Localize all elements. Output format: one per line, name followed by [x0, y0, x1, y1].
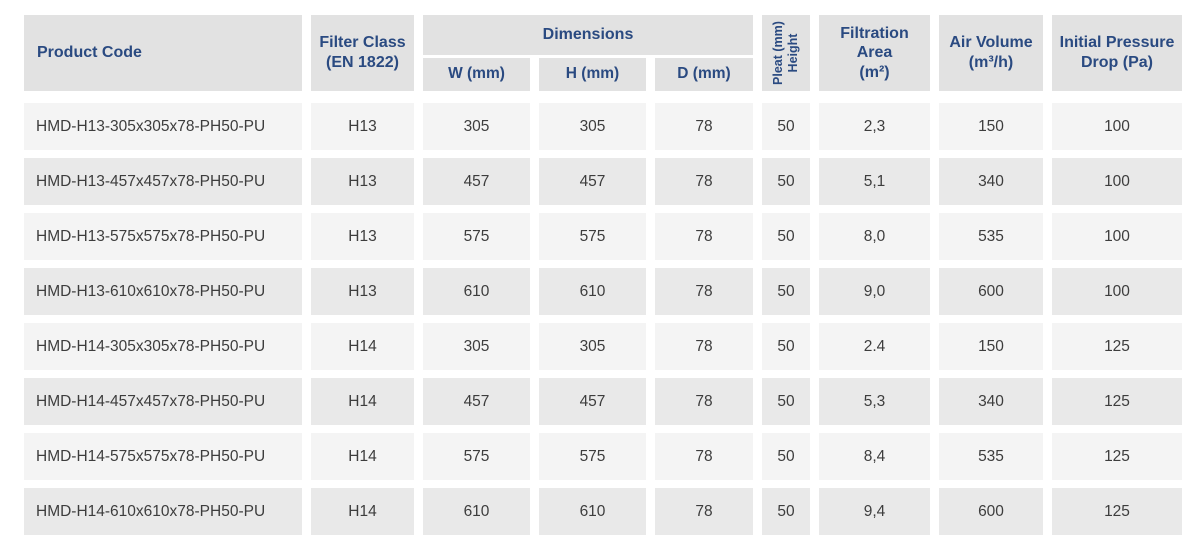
header-filter-class: Filter Class (EN 1822) [311, 15, 414, 91]
cell-dim-d: 78 [655, 378, 753, 425]
cell-air-volume: 340 [939, 158, 1043, 205]
cell-pressure-drop: 100 [1052, 158, 1182, 205]
header-product-code: Product Code [24, 15, 302, 91]
cell-filter-class: H13 [311, 103, 414, 150]
cell-pressure-drop: 100 [1052, 213, 1182, 260]
cell-dim-w: 457 [423, 378, 530, 425]
cell-filter-class: H13 [311, 268, 414, 315]
cell-dim-d: 78 [655, 213, 753, 260]
cell-dim-h: 610 [539, 268, 646, 315]
cell-dim-d: 78 [655, 488, 753, 535]
cell-dim-h: 575 [539, 213, 646, 260]
cell-product-code: HMD-H14-457x457x78-PH50-PU [24, 378, 302, 425]
cell-pleat-height: 50 [762, 488, 810, 535]
cell-pressure-drop: 100 [1052, 268, 1182, 315]
cell-filtration-area: 8,4 [819, 433, 930, 480]
cell-pressure-drop: 125 [1052, 433, 1182, 480]
cell-air-volume: 150 [939, 103, 1043, 150]
cell-pleat-height: 50 [762, 378, 810, 425]
table-header: Product Code Filter Class (EN 1822) Dime… [24, 15, 1182, 91]
cell-filtration-area: 8,0 [819, 213, 930, 260]
cell-dim-w: 575 [423, 433, 530, 480]
cell-dim-w: 457 [423, 158, 530, 205]
cell-product-code: HMD-H13-575x575x78-PH50-PU [24, 213, 302, 260]
cell-dim-w: 610 [423, 488, 530, 535]
cell-filter-class: H13 [311, 213, 414, 260]
cell-filtration-area: 2.4 [819, 323, 930, 370]
cell-dim-d: 78 [655, 158, 753, 205]
cell-dim-w: 575 [423, 213, 530, 260]
cell-pleat-height: 50 [762, 103, 810, 150]
cell-pleat-height: 50 [762, 213, 810, 260]
header-air-volume: Air Volume (m³/h) [939, 15, 1043, 91]
header-height: H (mm) [539, 58, 646, 91]
header-dimensions: Dimensions [423, 15, 753, 55]
cell-product-code: HMD-H13-457x457x78-PH50-PU [24, 158, 302, 205]
cell-filtration-area: 2,3 [819, 103, 930, 150]
header-initial-pressure-drop: Initial Pressure Drop (Pa) [1052, 15, 1182, 91]
cell-filtration-area: 9,4 [819, 488, 930, 535]
cell-dim-h: 610 [539, 488, 646, 535]
header-pleat-height-rotated-text: Pleat (mm) Height [771, 21, 800, 85]
cell-dim-d: 78 [655, 433, 753, 480]
header-product-code-label: Product Code [37, 44, 142, 62]
cell-filtration-area: 5,3 [819, 378, 930, 425]
cell-pleat-height: 50 [762, 323, 810, 370]
cell-air-volume: 535 [939, 433, 1043, 480]
cell-dim-h: 575 [539, 433, 646, 480]
cell-air-volume: 340 [939, 378, 1043, 425]
cell-dim-h: 457 [539, 158, 646, 205]
cell-product-code: HMD-H14-305x305x78-PH50-PU [24, 323, 302, 370]
cell-dim-w: 305 [423, 103, 530, 150]
cell-air-volume: 600 [939, 488, 1043, 535]
cell-filter-class: H13 [311, 158, 414, 205]
cell-air-volume: 150 [939, 323, 1043, 370]
cell-filtration-area: 9,0 [819, 268, 930, 315]
cell-pleat-height: 50 [762, 158, 810, 205]
cell-dim-w: 305 [423, 323, 530, 370]
cell-pleat-height: 50 [762, 433, 810, 480]
header-depth: D (mm) [655, 58, 753, 91]
cell-dim-w: 610 [423, 268, 530, 315]
cell-product-code: HMD-H13-305x305x78-PH50-PU [24, 103, 302, 150]
cell-pressure-drop: 100 [1052, 103, 1182, 150]
cell-pleat-height: 50 [762, 268, 810, 315]
header-width: W (mm) [423, 58, 530, 91]
cell-dim-d: 78 [655, 103, 753, 150]
cell-filter-class: H14 [311, 323, 414, 370]
table-body: HMD-H13-305x305x78-PH50-PU H13 305 305 78 50 2… [24, 103, 1182, 535]
cell-pressure-drop: 125 [1052, 488, 1182, 535]
cell-filter-class: H14 [311, 488, 414, 535]
header-filtration-area: Filtration Area (m²) [819, 15, 930, 91]
cell-dim-h: 457 [539, 378, 646, 425]
cell-air-volume: 600 [939, 268, 1043, 315]
cell-dim-d: 78 [655, 323, 753, 370]
cell-filtration-area: 5,1 [819, 158, 930, 205]
cell-air-volume: 535 [939, 213, 1043, 260]
cell-filter-class: H14 [311, 433, 414, 480]
header-pleat-height: Pleat (mm) Height [762, 15, 810, 91]
cell-filter-class: H14 [311, 378, 414, 425]
cell-pressure-drop: 125 [1052, 323, 1182, 370]
product-spec-table: Product Code Filter Class (EN 1822) Dime… [24, 15, 1182, 535]
cell-product-code: HMD-H14-575x575x78-PH50-PU [24, 433, 302, 480]
cell-pressure-drop: 125 [1052, 378, 1182, 425]
cell-product-code: HMD-H14-610x610x78-PH50-PU [24, 488, 302, 535]
cell-dim-d: 78 [655, 268, 753, 315]
cell-dim-h: 305 [539, 103, 646, 150]
cell-product-code: HMD-H13-610x610x78-PH50-PU [24, 268, 302, 315]
cell-dim-h: 305 [539, 323, 646, 370]
